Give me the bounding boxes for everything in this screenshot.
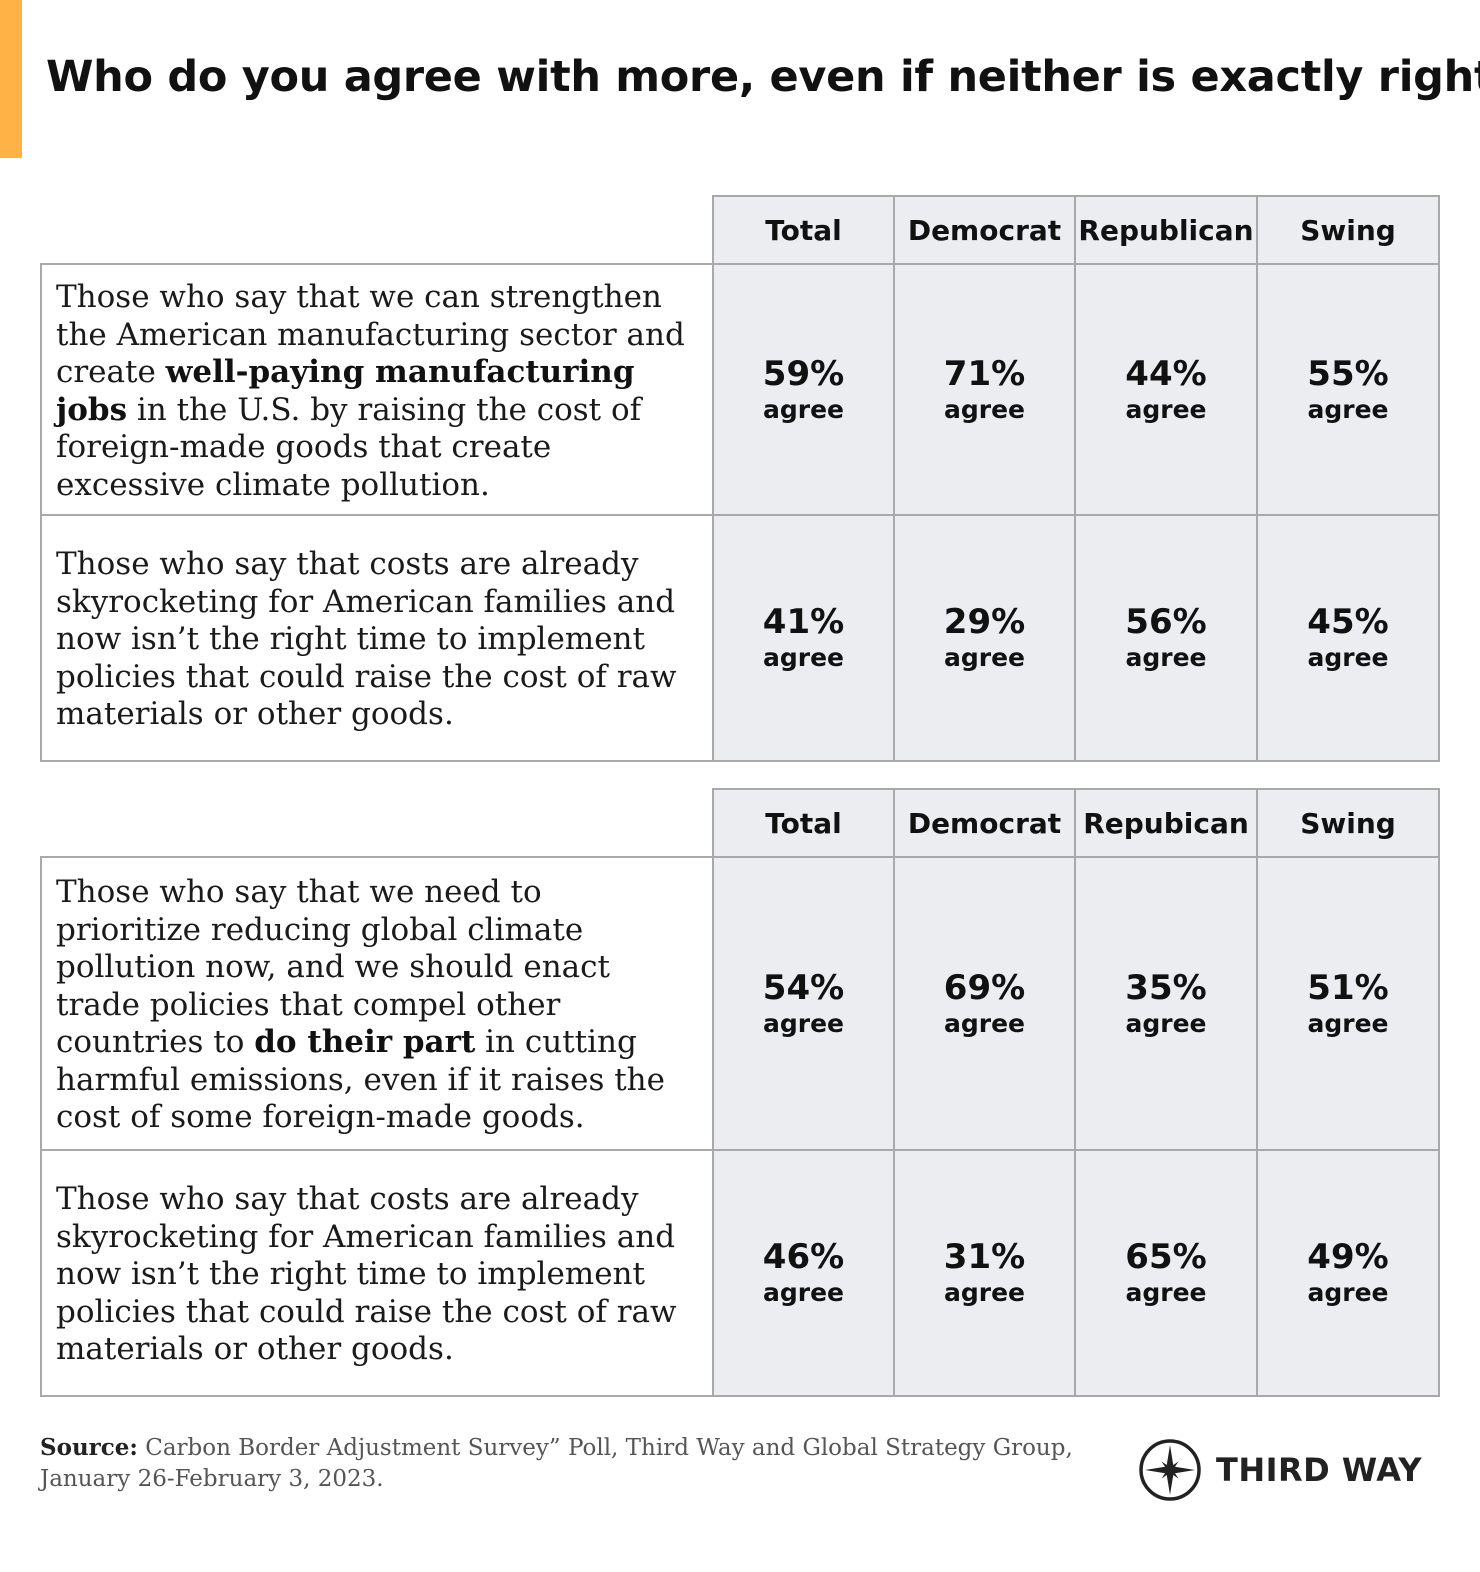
- value-cell-swing: 45% agree: [1256, 514, 1440, 762]
- agree-label: agree: [943, 1278, 1025, 1307]
- value-cell-total: 59% agree: [712, 263, 895, 516]
- value-cell-democrat: 31% agree: [893, 1149, 1076, 1397]
- agree-label: agree: [1125, 1008, 1207, 1038]
- percent-value: 29%: [943, 602, 1026, 642]
- accent-bar: [0, 0, 22, 158]
- percent-value: 54%: [762, 967, 845, 1008]
- column-header-total: Total: [712, 788, 895, 858]
- column-header-democrat: Democrat: [893, 195, 1076, 265]
- value-cell-total: 46% agree: [712, 1149, 895, 1397]
- percent-value: 45%: [1307, 602, 1389, 642]
- agree-label: agree: [943, 643, 1025, 672]
- value-cell-swing: 55% agree: [1256, 263, 1440, 516]
- percent-value: 31%: [943, 1237, 1026, 1277]
- percent-value: 56%: [1125, 602, 1207, 642]
- agree-label: agree: [1125, 394, 1207, 424]
- agree-label: agree: [1307, 1008, 1389, 1038]
- percent-value: 51%: [1307, 967, 1389, 1008]
- chart-title: Who do you agree with more, even if neit…: [46, 52, 1480, 102]
- agree-label: agree: [762, 1008, 844, 1038]
- column-header-republican: Republican: [1074, 195, 1258, 265]
- agree-label: agree: [943, 1008, 1025, 1038]
- logo-text: THIRD WAY: [1216, 1451, 1423, 1489]
- percent-value: 65%: [1125, 1237, 1207, 1277]
- value-cell-republican: 44% agree: [1074, 263, 1258, 516]
- column-header-total: Total: [712, 195, 895, 265]
- agree-label: agree: [762, 643, 844, 672]
- agree-label: agree: [1307, 643, 1389, 672]
- statement-cell: Those who say that costs are already sky…: [40, 1149, 714, 1397]
- poll-table-1: Total Democrat Republican Swing Those wh…: [40, 195, 1440, 762]
- agree-label: agree: [1307, 394, 1389, 424]
- percent-value: 55%: [1307, 353, 1389, 394]
- table-row: Those who say that costs are already sky…: [40, 514, 1440, 762]
- value-cell-democrat: 71% agree: [893, 263, 1076, 516]
- value-cell-total: 54% agree: [712, 856, 895, 1151]
- source-note: Source: Carbon Border Adjustment Survey”…: [40, 1432, 1100, 1495]
- agree-label: agree: [1307, 1278, 1389, 1307]
- agree-label: agree: [762, 1278, 844, 1307]
- percent-value: 69%: [943, 967, 1026, 1008]
- value-cell-swing: 51% agree: [1256, 856, 1440, 1151]
- value-cell-democrat: 29% agree: [893, 514, 1076, 762]
- column-header-swing: Swing: [1256, 195, 1440, 265]
- percent-value: 71%: [943, 353, 1026, 394]
- percent-value: 44%: [1125, 353, 1207, 394]
- compass-star-icon: [1139, 1439, 1201, 1501]
- statement-cell: Those who say that costs are already sky…: [40, 514, 714, 762]
- header-blank: [41, 789, 713, 857]
- value-cell-total: 41% agree: [712, 514, 895, 762]
- value-cell-swing: 49% agree: [1256, 1149, 1440, 1397]
- column-header-swing: Swing: [1256, 788, 1440, 858]
- source-text: Carbon Border Adjustment Survey” Poll, T…: [40, 1435, 1073, 1492]
- value-cell-republican: 35% agree: [1074, 856, 1258, 1151]
- agree-label: agree: [1125, 1278, 1207, 1307]
- third-way-logo: THIRD WAY: [1138, 1437, 1422, 1503]
- value-cell-democrat: 69% agree: [893, 856, 1076, 1151]
- table-header-row: Total Democrat Repubican Swing: [41, 788, 1440, 858]
- table-row: Those who say that we need to prioritize…: [40, 856, 1440, 1151]
- statement-emphasis: do their part: [254, 1024, 476, 1061]
- statement-cell: Those who say that we need to prioritize…: [40, 856, 714, 1151]
- column-header-democrat: Democrat: [893, 788, 1076, 858]
- table-header-row: Total Democrat Republican Swing: [41, 195, 1440, 265]
- percent-value: 35%: [1125, 967, 1207, 1008]
- agree-label: agree: [943, 394, 1025, 424]
- header-blank: [41, 196, 713, 264]
- percent-value: 46%: [762, 1237, 845, 1277]
- statement-emphasis: well-paying manufacturing jobs: [56, 354, 635, 428]
- statement-cell: Those who say that we can strengthen the…: [40, 263, 714, 516]
- poll-table-2: Total Democrat Repubican Swing Those who…: [40, 788, 1440, 1397]
- table-row: Those who say that we can strengthen the…: [40, 263, 1440, 516]
- percent-value: 59%: [762, 353, 845, 394]
- percent-value: 41%: [762, 602, 845, 642]
- value-cell-republican: 65% agree: [1074, 1149, 1258, 1397]
- table-row: Those who say that costs are already sky…: [40, 1149, 1440, 1397]
- agree-label: agree: [1125, 643, 1207, 672]
- column-header-republican: Repubican: [1074, 788, 1258, 858]
- source-label: Source:: [40, 1434, 138, 1461]
- agree-label: agree: [762, 394, 844, 424]
- percent-value: 49%: [1307, 1237, 1389, 1277]
- value-cell-republican: 56% agree: [1074, 514, 1258, 762]
